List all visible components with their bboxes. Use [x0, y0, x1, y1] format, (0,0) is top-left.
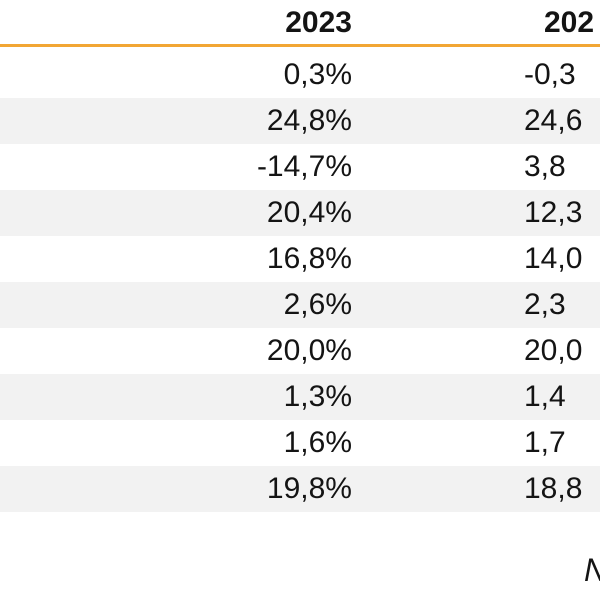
cell-2023: 16,8%: [266, 242, 352, 275]
table-header: 2023 202: [0, 0, 600, 47]
table-body: 0,3% -0,3 24,8% 24,6 -14,7% 3,8 20,4% 12…: [0, 52, 600, 512]
table-row: 16,8% 14,0: [0, 236, 600, 282]
table-row: 20,0% 20,0: [0, 328, 600, 374]
cell-next-year: 20,0: [524, 334, 583, 367]
table-row: 1,3% 1,4: [0, 374, 600, 420]
cell-next-year: 3,8: [524, 150, 566, 183]
cell-next-year: 24,6: [524, 104, 583, 137]
cell-next-year: 18,8: [524, 472, 583, 505]
cell-next-year: 12,3: [524, 196, 583, 229]
table-row: 2,6% 2,3: [0, 282, 600, 328]
table-row: 20,4% 12,3: [0, 190, 600, 236]
cell-2023: 1,6%: [283, 426, 352, 459]
cell-2023: 20,4%: [266, 196, 352, 229]
header-divider: [0, 44, 600, 47]
table-row: 0,3% -0,3: [0, 52, 600, 98]
table-row: -14,7% 3,8: [0, 144, 600, 190]
cell-2023: 1,3%: [283, 380, 352, 413]
cell-2023: -14,7%: [256, 150, 352, 183]
cell-2023: 0,3%: [283, 58, 352, 91]
column-header-next-year: 202: [544, 6, 595, 39]
table-row: 1,6% 1,7: [0, 420, 600, 466]
footer-note: N: [584, 552, 600, 588]
column-header-2023: 2023: [285, 6, 352, 39]
table-row: 19,8% 18,8: [0, 466, 600, 512]
cell-next-year: 2,3: [524, 288, 566, 321]
cell-next-year: 1,7: [524, 426, 566, 459]
cell-2023: 2,6%: [283, 288, 352, 321]
cell-2023: 19,8%: [266, 472, 352, 505]
cell-next-year: 14,0: [524, 242, 583, 275]
cell-next-year: -0,3: [524, 58, 576, 91]
cell-2023: 20,0%: [266, 334, 352, 367]
cell-2023: 24,8%: [266, 104, 352, 137]
table-row: 24,8% 24,6: [0, 98, 600, 144]
cell-next-year: 1,4: [524, 380, 566, 413]
